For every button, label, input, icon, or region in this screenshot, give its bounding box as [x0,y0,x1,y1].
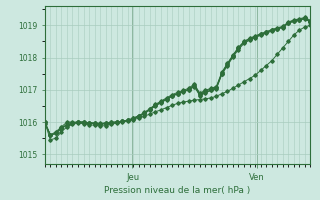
X-axis label: Pression niveau de la mer( hPa ): Pression niveau de la mer( hPa ) [104,186,251,195]
